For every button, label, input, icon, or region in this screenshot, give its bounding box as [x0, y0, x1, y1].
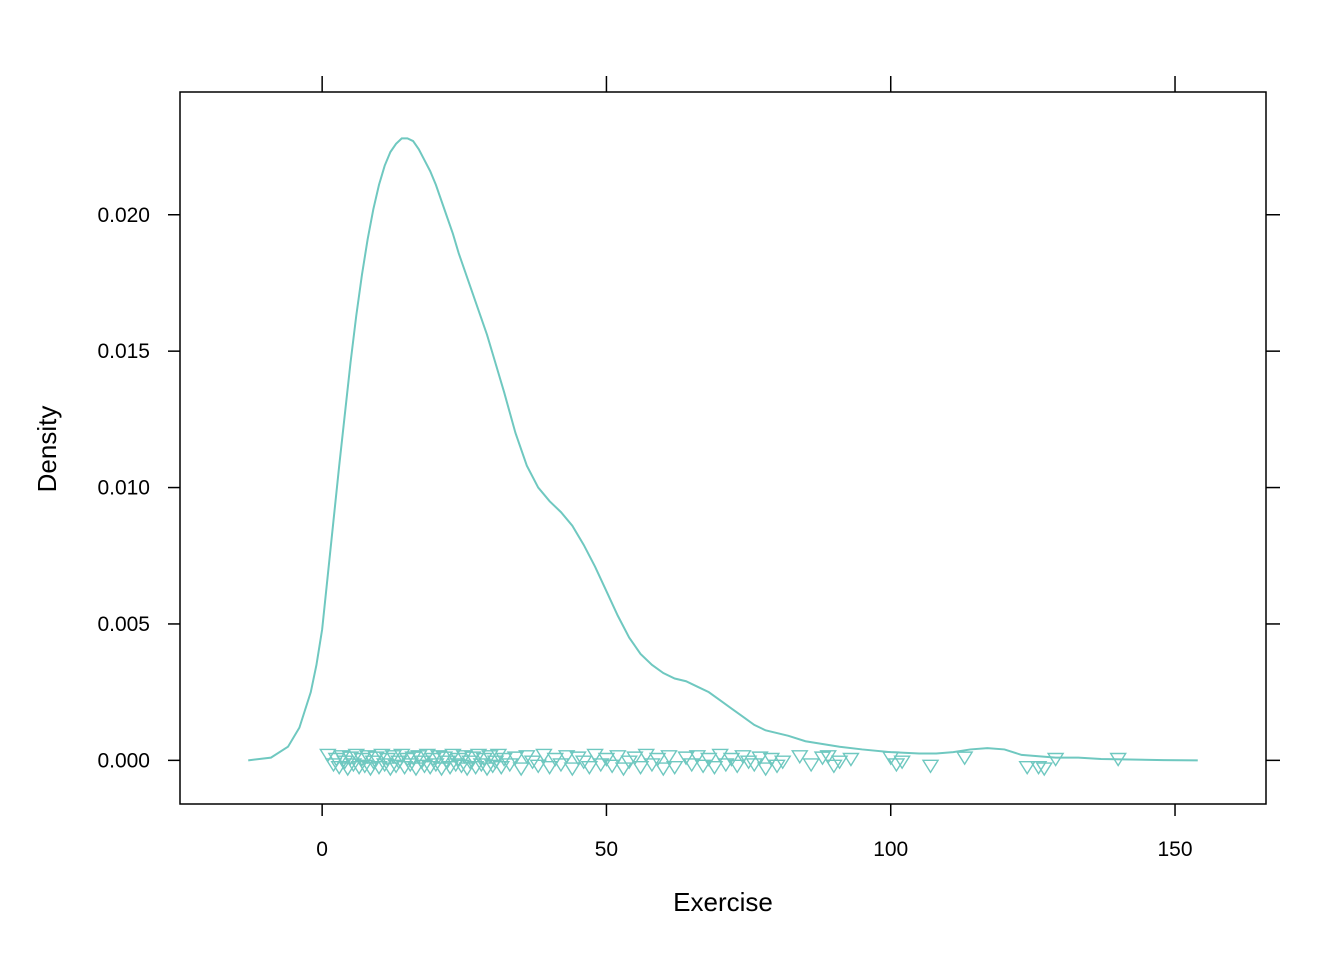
rug-point	[654, 762, 673, 777]
density-curve	[248, 137, 1198, 762]
rug-point	[830, 755, 849, 770]
rug-point	[631, 760, 650, 776]
rug-point	[373, 748, 391, 763]
rug-point	[523, 755, 542, 770]
rug-point	[597, 752, 616, 767]
rug-point	[751, 751, 769, 766]
x-tick-label: 100	[873, 838, 908, 861]
y-tick-label: 0.010	[97, 477, 150, 500]
rug-point	[881, 751, 900, 766]
rug-point	[347, 748, 366, 763]
rug-point	[648, 752, 667, 767]
rug-point	[682, 758, 701, 773]
rug-point	[893, 755, 911, 770]
rug-point	[586, 748, 604, 763]
plot-frame	[179, 91, 1267, 805]
rug-point	[552, 758, 570, 773]
rug-point	[756, 762, 775, 777]
rug-point	[643, 758, 661, 773]
rug-point	[580, 760, 599, 776]
rug-point	[665, 760, 684, 776]
rug-point	[344, 758, 363, 773]
rug-point	[469, 748, 488, 763]
rug-point	[392, 748, 411, 763]
x-tick-label: 150	[1158, 838, 1193, 861]
rug-point	[540, 760, 559, 776]
rug-point	[790, 750, 809, 765]
rug-point	[452, 759, 471, 774]
rug-point	[1018, 760, 1036, 776]
rug-point	[739, 755, 758, 770]
rug-point	[677, 751, 695, 766]
rug-point	[614, 762, 633, 777]
x-axis-title: Exercise	[673, 887, 773, 917]
rug-point	[688, 750, 707, 765]
rug-point	[705, 760, 724, 776]
axis-tick-labels: 0 50 100 150 0.000 0.005 0.010 0.015 0.020	[97, 204, 1192, 861]
rug-point	[1109, 752, 1127, 767]
rug-point	[591, 758, 610, 773]
rug-point	[802, 758, 820, 773]
y-axis-title: Density	[32, 406, 62, 493]
rug-point	[921, 759, 940, 774]
rug-point	[813, 751, 832, 766]
rug-point	[506, 751, 525, 766]
rug-point	[432, 762, 451, 777]
rug-point	[557, 750, 576, 765]
rug-point	[745, 758, 764, 773]
x-tick-label: 0	[316, 838, 328, 861]
rug-point	[722, 752, 741, 767]
rug-point	[694, 759, 712, 774]
rug-point	[1046, 752, 1065, 767]
y-tick-label: 0.020	[97, 204, 150, 227]
rug-point	[660, 750, 678, 765]
rug-point	[603, 759, 621, 774]
rug-point	[444, 748, 462, 763]
rug-point	[356, 759, 374, 774]
rug-point	[501, 758, 519, 773]
rug-point	[1035, 762, 1054, 777]
rug-point	[887, 758, 906, 773]
y-tick-label: 0.015	[97, 340, 150, 363]
rug-point	[563, 762, 582, 777]
rug-point	[711, 748, 729, 763]
rug-point	[404, 751, 422, 766]
rug-point	[717, 758, 735, 773]
rug-point	[407, 762, 425, 777]
rug-point	[529, 759, 547, 774]
rug-point	[415, 759, 434, 774]
y-tick-label: 0.005	[97, 613, 150, 636]
rug-point	[626, 751, 644, 766]
x-tick-label: 50	[595, 838, 618, 861]
axis-ticks	[168, 76, 1280, 816]
rug-point	[512, 762, 530, 777]
rug-point	[418, 748, 437, 763]
rug-point	[842, 752, 860, 767]
rug-point	[569, 751, 587, 766]
rug-point	[700, 752, 718, 767]
rug-point	[773, 755, 792, 770]
rug-point	[1029, 760, 1048, 776]
rug-point	[955, 751, 974, 766]
rug-point	[728, 759, 746, 774]
rug-point	[319, 748, 337, 763]
rug-points	[319, 748, 1127, 777]
y-tick-label: 0.000	[97, 749, 150, 772]
rug-point	[762, 752, 781, 767]
rug-point	[489, 748, 508, 763]
rug-point	[535, 748, 553, 763]
rug-point	[637, 748, 656, 763]
